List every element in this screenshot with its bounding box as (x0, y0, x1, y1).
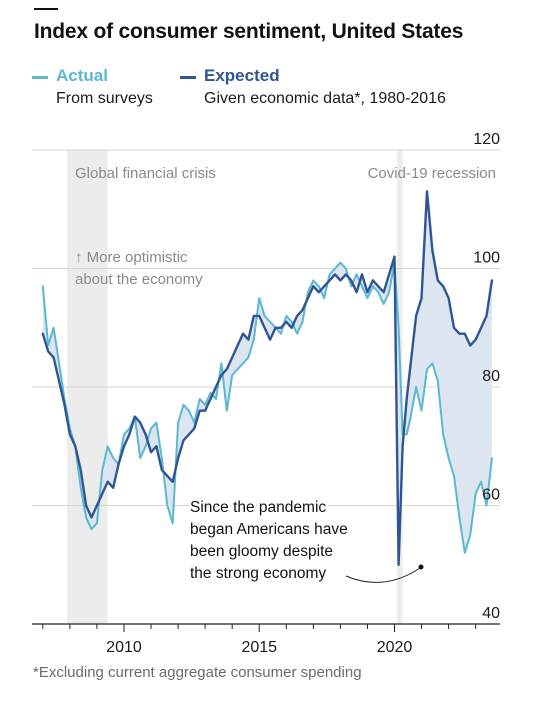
annotation-pandemic-2: began Americans have (190, 521, 348, 538)
x-tick-label-2015: 2015 (241, 639, 277, 656)
y-tick-label-80: 80 (482, 368, 500, 385)
annotation-pandemic-1: Since the pandemic (190, 499, 326, 516)
chart-title: Index of consumer sentiment, United Stat… (34, 20, 464, 43)
y-tick-label-60: 60 (482, 487, 500, 504)
x-tick-label-2020: 2020 (377, 639, 413, 656)
y-tick-label-120: 120 (473, 131, 500, 148)
legend-desc-actual: From surveys (56, 90, 153, 107)
annotation-pandemic-4: the strong economy (190, 565, 326, 582)
annotation-optimistic-1: ↑ More optimistic (75, 249, 188, 266)
annotation-gfc: Global financial crisis (75, 165, 216, 182)
annotation-optimistic-2: about the economy (75, 271, 203, 288)
legend-name-expected: Expected (204, 66, 280, 85)
legend-swatch-expected (180, 76, 196, 79)
x-tick-label-2010: 2010 (106, 639, 142, 656)
annotation-connector (345, 567, 421, 583)
legend-swatch-actual (32, 76, 48, 79)
title-rule (34, 8, 58, 10)
legend-desc-expected: Given economic data*, 1980-2016 (204, 90, 446, 107)
legend-name-actual: Actual (56, 66, 108, 85)
series-line-expected (41, 190, 494, 566)
annotation-pandemic-3: been gloomy despite (190, 543, 333, 560)
footnote: *Excluding current aggregate consumer sp… (33, 664, 362, 681)
y-tick-label-40: 40 (482, 605, 500, 622)
y-tick-label-100: 100 (473, 250, 500, 267)
annotation-covid: Covid-19 recession (368, 165, 496, 182)
annotation-dot (418, 564, 424, 570)
